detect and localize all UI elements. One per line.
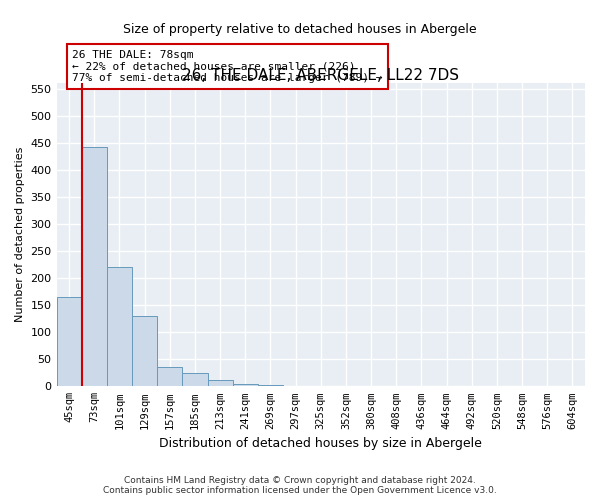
Bar bbox=[107, 267, 132, 386]
Text: Size of property relative to detached houses in Abergele: Size of property relative to detached ho… bbox=[123, 22, 477, 36]
Bar bbox=[56, 297, 82, 386]
Y-axis label: Number of detached properties: Number of detached properties bbox=[15, 147, 25, 322]
Bar bbox=[208, 380, 233, 386]
Bar bbox=[82, 146, 107, 386]
Text: Contains HM Land Registry data © Crown copyright and database right 2024.
Contai: Contains HM Land Registry data © Crown c… bbox=[103, 476, 497, 495]
Title: 26, THE DALE, ABERGELE, LL22 7DS: 26, THE DALE, ABERGELE, LL22 7DS bbox=[182, 68, 459, 83]
Bar bbox=[233, 384, 258, 386]
Bar bbox=[258, 385, 283, 386]
X-axis label: Distribution of detached houses by size in Abergele: Distribution of detached houses by size … bbox=[160, 437, 482, 450]
Bar bbox=[157, 367, 182, 386]
Bar bbox=[132, 316, 157, 386]
Text: 26 THE DALE: 78sqm
← 22% of detached houses are smaller (226)
77% of semi-detach: 26 THE DALE: 78sqm ← 22% of detached hou… bbox=[73, 50, 383, 83]
Bar bbox=[182, 373, 208, 386]
